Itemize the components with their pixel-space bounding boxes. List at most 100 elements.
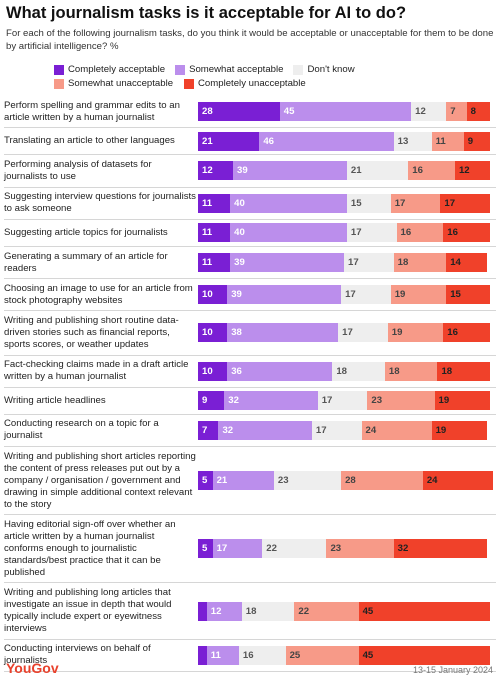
bar-segment [198, 131, 260, 151]
bar-track: 11 40 17 16 16 [198, 223, 490, 243]
bar-segment [227, 285, 342, 305]
bar-segment [326, 539, 394, 559]
bar-segment [198, 471, 213, 491]
legend-swatch [175, 65, 186, 75]
legend-item: Completely acceptable [54, 64, 165, 76]
bar-segment [443, 323, 490, 343]
legend-swatch [293, 65, 304, 75]
legend: Completely acceptable Somewhat acceptable… [54, 64, 454, 92]
bar-segment [393, 539, 488, 559]
data-label: 5 [202, 543, 208, 555]
bar-segment [393, 253, 447, 273]
data-label: 21 [216, 475, 228, 487]
data-label: 32 [222, 424, 234, 436]
category-label: Suggesting article topics for journalist… [4, 226, 168, 238]
bar-segment [466, 102, 490, 122]
bar-track: 11 40 15 17 17 [198, 193, 490, 213]
data-label: 11 [202, 257, 213, 269]
bar-segment [198, 645, 207, 665]
bar-segment [262, 539, 327, 559]
data-label: 18 [245, 605, 257, 617]
data-label: 25 [289, 649, 301, 661]
category-label: Perform spelling and grammar edits to an… [4, 99, 180, 123]
data-label: 24 [426, 475, 438, 487]
bar-segment [437, 361, 490, 381]
bar-segment [212, 471, 274, 491]
data-label: 19 [435, 424, 447, 436]
bar-segment [198, 539, 213, 559]
bar-segment [224, 391, 318, 411]
bar-segment [198, 102, 280, 122]
bar-segment [317, 391, 368, 411]
data-label: 17 [315, 424, 327, 436]
bar-segment [206, 645, 239, 665]
data-label: 18 [336, 365, 347, 377]
data-label: 11 [435, 135, 446, 147]
legend-swatch [54, 65, 64, 75]
legend-item: Completely unacceptable [184, 78, 306, 90]
bar-segment [241, 601, 295, 621]
bar-segment [311, 420, 362, 440]
bar-segment [332, 361, 385, 381]
bar-segment [285, 645, 359, 665]
bar-segment [446, 102, 467, 122]
bar-track: 21 46 13 11 9 [198, 131, 490, 151]
bar-segment [463, 131, 490, 151]
category-label: Fact-checking claims made in a draft art… [4, 359, 189, 383]
row: Conducting research on a topic for a jou… [4, 415, 496, 448]
data-label: 11 [202, 197, 213, 209]
row: Writing article headlines 9 32 17 23 19 [4, 388, 496, 415]
data-label: 12 [202, 165, 213, 177]
data-label: 11 [202, 227, 213, 239]
category-label: Writing article headlines [4, 394, 106, 406]
bar-segment [198, 161, 234, 181]
bar-track: 10 36 18 18 18 [198, 361, 490, 381]
bar-track: 5 21 23 28 24 [198, 471, 493, 491]
data-label: 23 [371, 395, 383, 407]
bar-segment [443, 223, 490, 243]
row: Suggesting interview questions for journ… [4, 188, 496, 220]
row: Writing and publishing short articles re… [4, 447, 496, 516]
data-label: 45 [362, 605, 374, 617]
row: Writing and publishing long articles tha… [4, 583, 496, 640]
chart-subtitle: For each of the following journalism tas… [6, 28, 494, 52]
category-label: Generating a summary of an article for r… [4, 250, 168, 274]
logo: YouGov [6, 660, 59, 676]
bar-segment [390, 193, 441, 213]
bar-segment [206, 601, 242, 621]
bar-segment [198, 253, 231, 273]
data-label: 40 [234, 197, 245, 209]
data-label: 7 [202, 424, 208, 436]
bar-segment [230, 193, 347, 213]
plot: Perform spelling and grammar edits to an… [4, 96, 496, 672]
bar-segment [396, 223, 444, 243]
bar-segment [431, 131, 464, 151]
bar-segment [454, 161, 490, 181]
bar-segment [198, 285, 228, 305]
data-label: 16 [400, 227, 412, 239]
data-label: 17 [444, 197, 456, 209]
bar-segment [279, 102, 412, 122]
bar-track: 5 17 22 23 32 [198, 539, 490, 559]
data-label: 17 [348, 257, 359, 269]
legend-swatch [184, 79, 194, 89]
row: Writing and publishing short routine dat… [4, 311, 496, 356]
data-label: 22 [298, 605, 310, 617]
data-label: 45 [362, 649, 374, 661]
data-label: 19 [438, 395, 450, 407]
bar-segment [358, 645, 490, 665]
bar-segment [230, 223, 347, 243]
bar-segment [198, 420, 219, 440]
bar-segment [367, 391, 435, 411]
bar-track: 10 38 17 19 16 [198, 323, 490, 343]
bar-segment [431, 420, 488, 440]
data-label: 19 [391, 327, 403, 339]
category-label: Having editorial sign-off over whether a… [4, 518, 176, 578]
bar-segment [294, 601, 359, 621]
data-label: 23 [330, 543, 342, 555]
bar-segment [408, 161, 455, 181]
data-label: 17 [321, 395, 333, 407]
row: Performing analysis of datasets for jour… [4, 155, 496, 188]
bar-segment [198, 323, 228, 343]
